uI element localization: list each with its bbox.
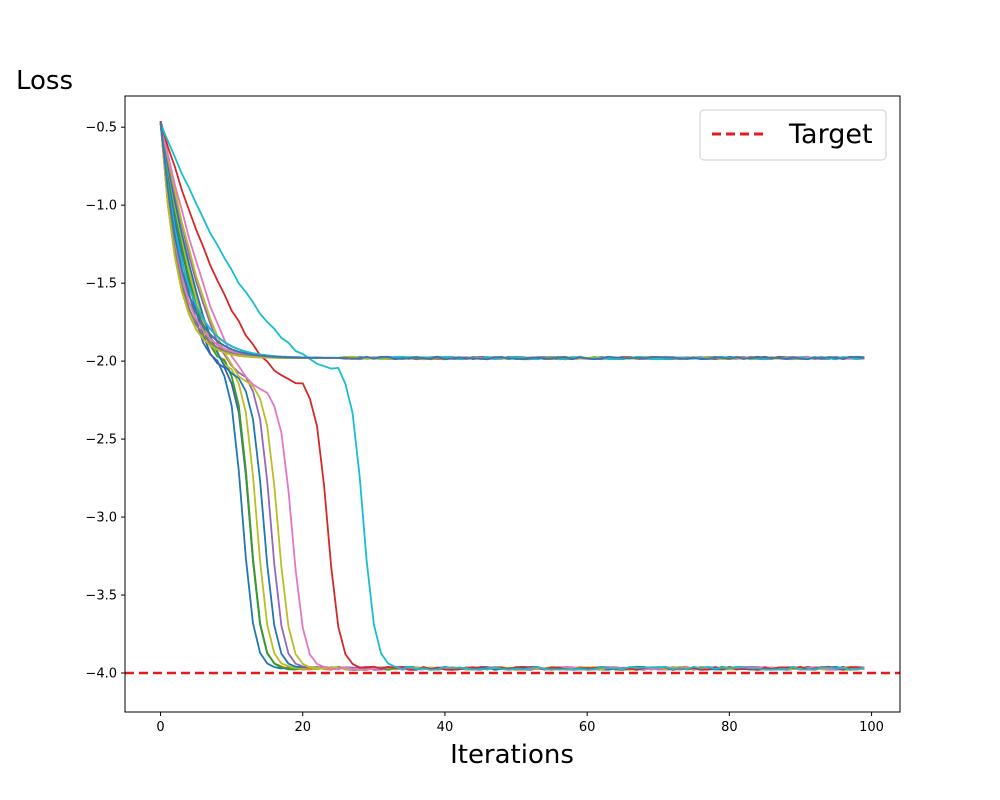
legend-box [699, 109, 887, 161]
y-tick-label: −3.5 [85, 589, 117, 604]
y-axis-title: Loss [16, 66, 73, 96]
x-tick-label: 20 [294, 720, 311, 735]
series-lines [159, 120, 865, 671]
series-line-6 [159, 120, 865, 671]
series-line-2 [159, 122, 865, 671]
series-line-4 [159, 122, 865, 671]
legend: Target [699, 109, 887, 161]
series-line-5 [159, 123, 865, 671]
x-axis: 0 20 40 60 80 100 [156, 712, 884, 735]
series-line-9 [159, 122, 865, 671]
y-tick-label: −1.0 [85, 199, 117, 214]
x-tick-label: 80 [721, 720, 738, 735]
x-tick-label: 100 [859, 720, 884, 735]
x-tick-label: 40 [437, 720, 454, 735]
y-axis: −0.5 −1.0 −1.5 −2.0 −2.5 −3.0 −3.5 −4.0 [85, 121, 125, 682]
series-line-11 [159, 123, 865, 671]
y-tick-label: −3.0 [85, 511, 117, 526]
series-line-10 [159, 120, 865, 671]
series-line-7 [159, 121, 865, 671]
y-tick-label: −2.0 [85, 355, 117, 370]
y-tick-label: −2.5 [85, 433, 117, 448]
series-line-22 [159, 122, 865, 361]
y-tick-label: −4.0 [85, 667, 117, 682]
x-axis-title: Iterations [450, 740, 574, 770]
y-tick-label: −1.5 [85, 277, 117, 292]
plot-frame [124, 95, 901, 713]
series-line-3 [159, 121, 865, 671]
series-line-1 [159, 122, 865, 671]
legend-label-target: Target [788, 119, 873, 150]
y-tick-label: −0.5 [85, 121, 117, 136]
series-line-8 [159, 121, 865, 671]
x-tick-label: 60 [579, 720, 596, 735]
x-tick-label: 0 [156, 720, 164, 735]
